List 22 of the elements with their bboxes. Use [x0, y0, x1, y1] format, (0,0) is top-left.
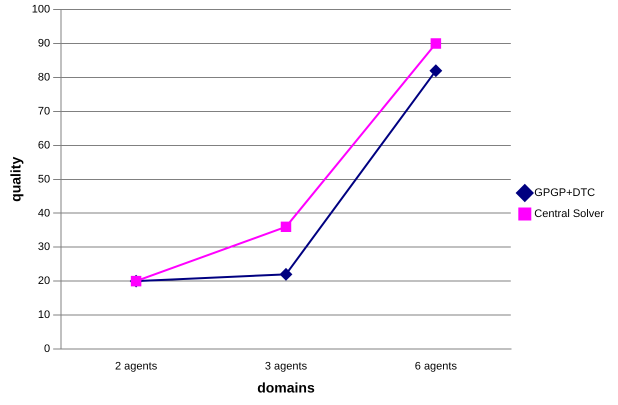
y-tick-label: 90 — [38, 38, 50, 50]
y-tick-label: 80 — [38, 72, 50, 84]
y-tick-label: 0 — [44, 343, 50, 356]
point — [280, 222, 292, 232]
y-tick-label: 60 — [38, 139, 50, 152]
point — [430, 38, 442, 49]
x-tick-label: 6 agents — [414, 360, 458, 373]
y-tick-label: 50 — [38, 173, 50, 186]
x-tick-label: 3 agents — [264, 360, 308, 373]
y-tick-label: 20 — [38, 275, 50, 288]
x-tick-label: 2 agents — [114, 360, 158, 373]
y-tick-label: 70 — [38, 105, 50, 118]
y-tick-label: 40 — [38, 207, 50, 220]
point — [280, 268, 292, 280]
y-tick-label: 100 — [32, 4, 50, 16]
y-axis-title: quality — [7, 156, 24, 202]
legend-label: GPGP+DTC — [534, 187, 596, 200]
legend-label: Central Solver — [534, 208, 604, 220]
y-tick-label: 10 — [38, 309, 50, 322]
y-tick-label: 30 — [38, 241, 50, 254]
point — [430, 64, 442, 77]
x-axis-title: domains — [257, 379, 315, 396]
